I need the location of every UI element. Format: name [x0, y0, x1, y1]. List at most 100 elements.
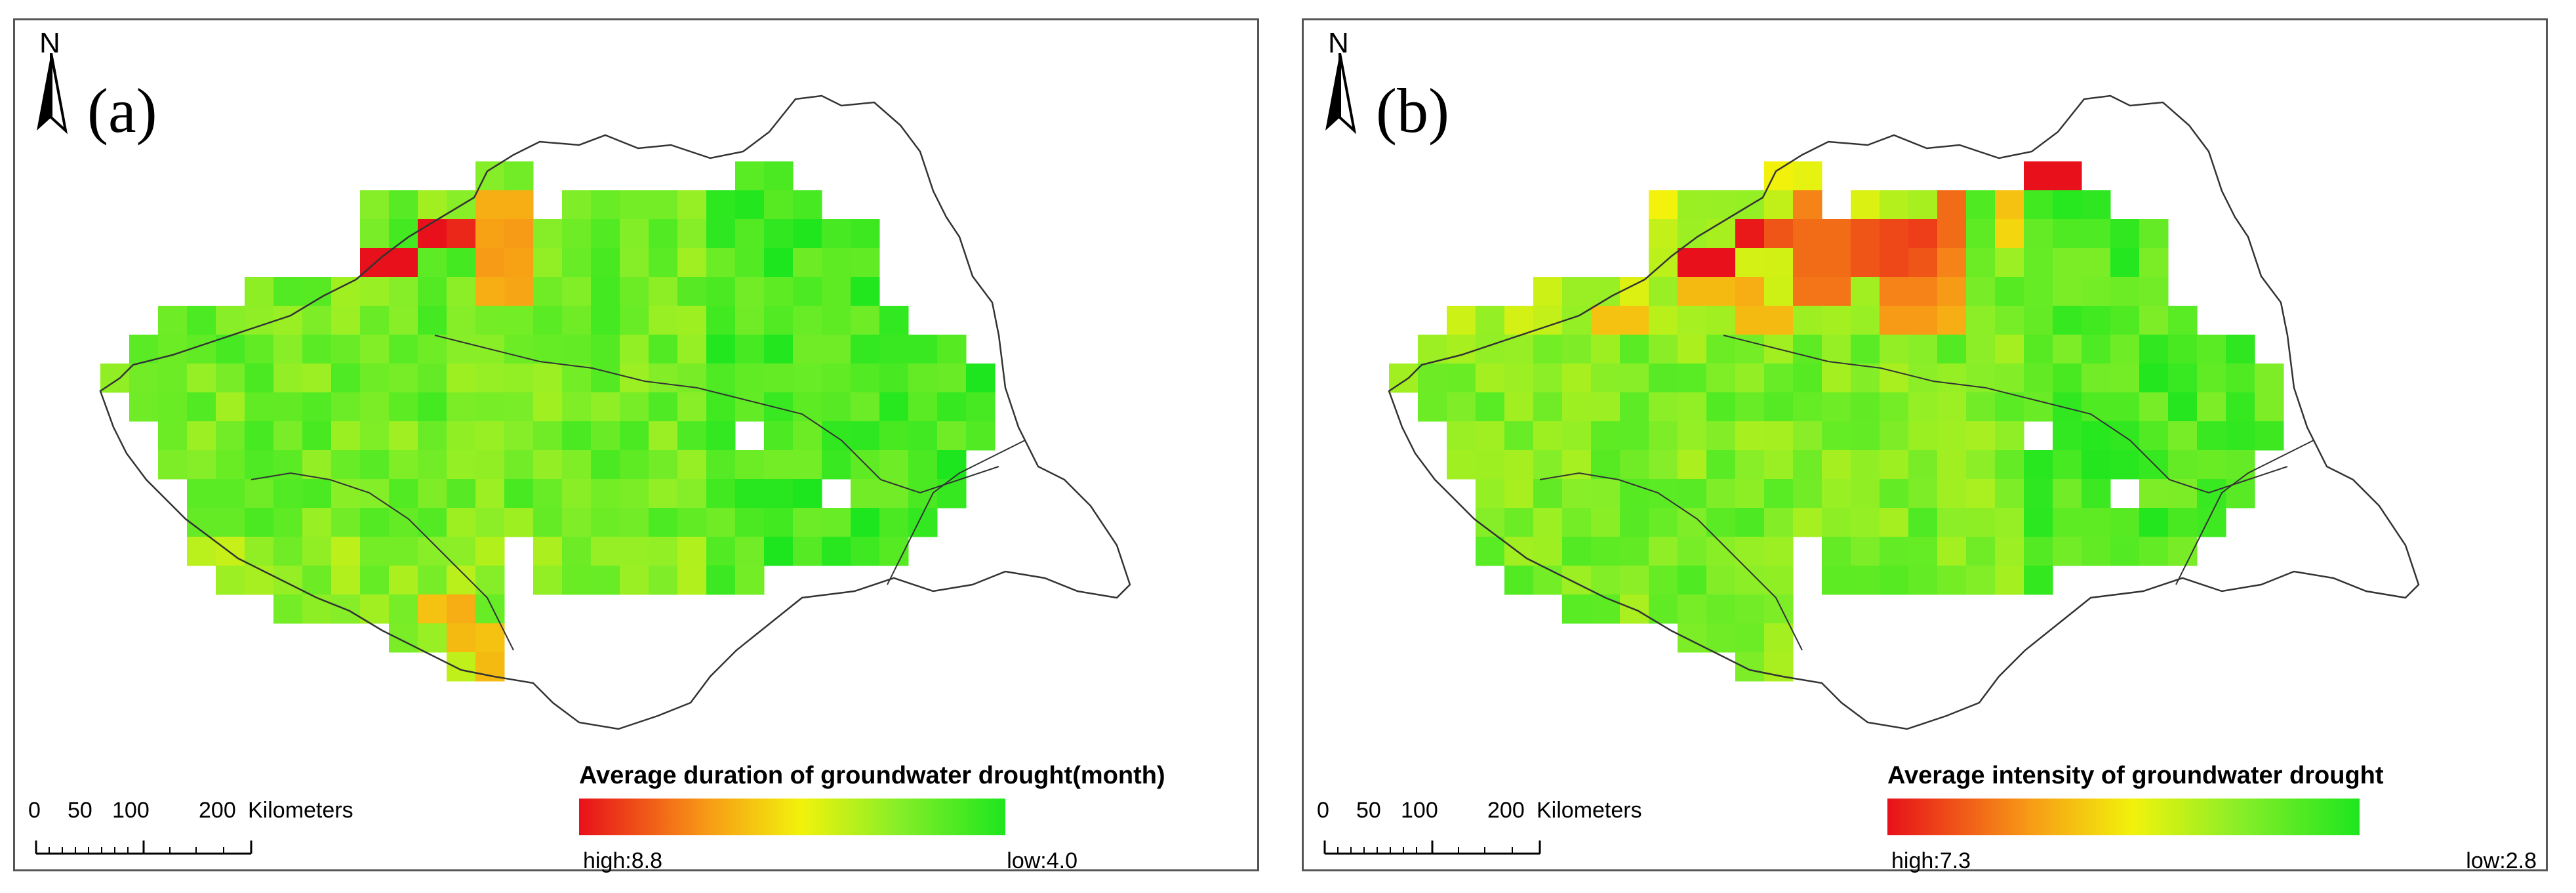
raster-cell — [793, 219, 822, 249]
raster-cell — [245, 537, 274, 566]
raster-cell — [735, 566, 765, 595]
raster-cell — [1822, 392, 1851, 422]
raster-cell — [1562, 566, 1592, 595]
raster-cell — [2110, 537, 2140, 566]
raster-cell — [504, 479, 534, 509]
raster-cell — [1880, 537, 1909, 566]
raster-cell — [793, 508, 822, 537]
raster-cell — [216, 508, 245, 537]
raster-cell — [2053, 190, 2082, 220]
raster-cell — [1735, 392, 1765, 422]
raster-cell — [216, 363, 245, 393]
raster-cell — [2024, 277, 2053, 306]
raster-cell — [2168, 508, 2198, 537]
raster-cell — [331, 392, 361, 422]
raster-cell — [1678, 392, 1707, 422]
raster-cell — [331, 566, 361, 595]
raster-cell — [1995, 190, 2024, 220]
raster-cell — [418, 219, 447, 249]
raster-cell — [1735, 450, 1765, 480]
raster-cell — [1764, 450, 1794, 480]
raster-cell — [533, 248, 563, 278]
raster-cell — [187, 421, 216, 451]
raster-cell — [2110, 508, 2140, 537]
raster-cell — [1937, 335, 1967, 364]
raster-cell — [1504, 508, 1534, 537]
raster-cell — [879, 421, 909, 451]
raster-cell — [533, 392, 563, 422]
raster-cell — [1966, 479, 1996, 509]
raster-cell — [418, 248, 447, 278]
raster-cell — [1995, 219, 2024, 249]
raster-cell — [1908, 219, 1938, 249]
raster-cell — [447, 306, 476, 335]
raster-cell — [706, 479, 736, 509]
raster-cell — [1476, 363, 1505, 393]
raster-cell — [504, 363, 534, 393]
raster-cell — [504, 306, 534, 335]
raster-cell — [273, 508, 303, 537]
raster-cell — [2053, 392, 2082, 422]
raster-cell — [1937, 363, 1967, 393]
raster-cell — [1447, 392, 1476, 422]
raster-cell — [649, 306, 678, 335]
raster-cell — [677, 508, 707, 537]
raster-cell — [620, 335, 649, 364]
raster-cell — [1706, 392, 1736, 422]
raster-cell — [764, 335, 794, 364]
raster-cell — [1649, 219, 1678, 249]
raster-cell — [677, 421, 707, 451]
raster-cell — [1504, 450, 1534, 480]
raster-cell — [2197, 335, 2226, 364]
scale-tick-label: 50 — [68, 798, 92, 823]
map-panel-b: N (b) 0 50 100 200 Kilometers — [1302, 18, 2548, 873]
raster-cell — [302, 450, 332, 480]
raster-cell — [1678, 363, 1707, 393]
raster-cell — [908, 363, 938, 393]
raster-cell — [649, 190, 678, 220]
raster-cell — [2168, 392, 2198, 422]
raster-cell — [1793, 248, 1822, 278]
raster-cell — [1995, 277, 2024, 306]
raster-cell — [2024, 508, 2053, 537]
raster-cell — [1649, 421, 1678, 451]
raster-cell — [764, 537, 794, 566]
raster-cell — [591, 306, 620, 335]
river-line — [1723, 335, 2288, 494]
raster-cell — [1678, 190, 1707, 220]
raster-cell — [187, 306, 216, 335]
raster-cell — [1966, 219, 1996, 249]
raster-cell — [1851, 508, 1880, 537]
raster-cell — [591, 537, 620, 566]
raster-cell — [677, 335, 707, 364]
raster-cell — [879, 508, 909, 537]
raster-cell — [1995, 537, 2024, 566]
legend-color-ramp — [579, 799, 1005, 835]
raster-cell — [937, 335, 967, 364]
raster-cell — [1966, 306, 1996, 335]
raster-cell — [562, 392, 592, 422]
raster-cell — [1533, 450, 1563, 480]
raster-cell — [389, 306, 418, 335]
raster-cell — [1822, 248, 1851, 278]
raster-cell — [2082, 190, 2111, 220]
raster-cell — [879, 392, 909, 422]
raster-cell — [533, 219, 563, 249]
raster-cell — [447, 594, 476, 624]
raster-cell — [1851, 277, 1880, 306]
raster-cell — [1851, 248, 1880, 278]
raster-cell — [793, 277, 822, 306]
raster-cell — [1793, 190, 1822, 220]
scale-tick-label: 200 — [1487, 798, 1525, 823]
raster-cell — [1966, 335, 1996, 364]
raster-cell — [793, 537, 822, 566]
raster-cell — [1504, 306, 1534, 335]
raster-cell — [389, 335, 418, 364]
raster-cell — [2110, 306, 2140, 335]
raster-cell — [1447, 306, 1476, 335]
raster-cell — [1908, 566, 1938, 595]
raster-cell — [475, 219, 505, 249]
raster-cell — [649, 421, 678, 451]
raster-cell — [2024, 190, 2053, 220]
raster-cell — [1966, 508, 1996, 537]
